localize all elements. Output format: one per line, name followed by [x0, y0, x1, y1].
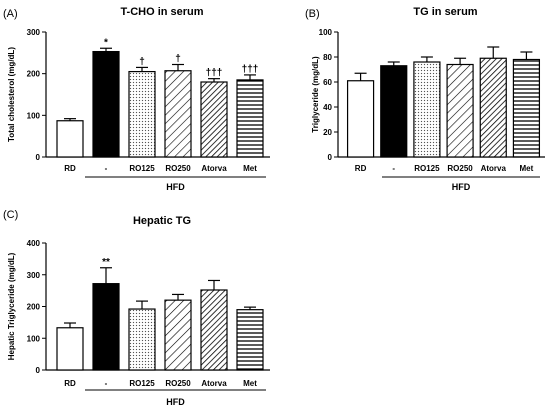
bar-0	[346, 80, 375, 158]
chart-panel-3: (C) Hepatic TG Hepatic Triglyceride (mg/dL…	[3, 209, 270, 407]
significance-mark: *	[104, 37, 108, 48]
bar-4	[200, 81, 228, 158]
x-tick-label: -	[105, 379, 108, 388]
y-axis-label: Hepatic Triglyceride (mg/dL)	[7, 252, 16, 360]
x-tick-label: Atorva	[481, 164, 507, 173]
y-tick-label: 100	[27, 111, 41, 120]
panel-label: (A)	[3, 8, 18, 20]
y-tick-label: 300	[27, 271, 41, 280]
y-tick-label: 80	[323, 53, 332, 62]
x-tick-label: Met	[520, 164, 534, 173]
significance-mark: †	[139, 56, 145, 67]
x-tick-label: RO250	[165, 164, 191, 173]
bar-1	[92, 283, 120, 371]
bar-0	[56, 327, 84, 371]
x-tick-label: -	[392, 164, 395, 173]
panel-label: (C)	[3, 209, 18, 221]
x-tick-label: Atorva	[201, 379, 227, 388]
x-tick-label: RO250	[165, 379, 191, 388]
x-tick-label: RO125	[414, 164, 440, 173]
group-label: HFD	[166, 182, 185, 192]
significance-mark: †††	[206, 68, 223, 79]
x-tick-label: RD	[64, 164, 76, 173]
y-tick-label: 400	[27, 239, 41, 248]
y-tick-label: 300	[27, 28, 41, 37]
y-tick-label: 100	[27, 334, 41, 343]
bar-1	[380, 65, 408, 158]
chart-panel-2: (B) TG in serum Triglyceride (mg/dL) 0 20 40 6…	[305, 6, 545, 192]
bar-3	[164, 299, 192, 371]
bar-5	[236, 79, 264, 158]
significance-mark: †††	[242, 64, 259, 75]
chart-panel-1: (A) T-CHO in serum Total cholesterol (mg/d…	[3, 6, 270, 192]
bar-4	[479, 57, 507, 158]
significance-mark: †	[175, 54, 181, 65]
bar-0	[56, 120, 84, 158]
x-tick-label: RO250	[447, 164, 473, 173]
y-tick-label: 60	[323, 78, 332, 87]
x-tick-label: RD	[64, 379, 76, 388]
x-tick-label: -	[105, 164, 108, 173]
bar-2	[128, 70, 156, 158]
y-tick-label: 200	[27, 70, 41, 79]
chart-title: T-CHO in serum	[120, 6, 203, 18]
group-label: HFD	[166, 397, 185, 407]
y-tick-label: 100	[319, 28, 333, 37]
group-label: HFD	[452, 182, 471, 192]
bar-2	[413, 61, 441, 158]
x-tick-label: Met	[243, 379, 257, 388]
y-tick-label: 40	[323, 103, 332, 112]
y-tick-label: 20	[323, 128, 332, 137]
bar-1	[92, 50, 120, 158]
bar-5	[236, 309, 264, 371]
significance-mark: **	[102, 257, 110, 268]
bar-3	[164, 70, 192, 158]
x-tick-label: RO125	[129, 379, 155, 388]
bar-3	[446, 63, 474, 158]
panel-label: (B)	[305, 8, 320, 20]
y-tick-label: 0	[36, 153, 41, 162]
y-tick-label: 0	[36, 366, 41, 375]
bar-4	[200, 289, 228, 371]
bar-5	[512, 58, 541, 158]
chart-title: TG in serum	[413, 6, 477, 18]
y-tick-label: 0	[328, 153, 333, 162]
x-tick-label: RD	[355, 164, 367, 173]
y-axis-label: Total cholesterol (mg/dL)	[7, 47, 16, 142]
x-tick-label: Atorva	[201, 164, 227, 173]
y-axis-label: Triglyceride (mg/dL)	[311, 56, 320, 133]
chart-title: Hepatic TG	[133, 215, 191, 227]
x-tick-label: Met	[243, 164, 257, 173]
x-tick-label: RO125	[129, 164, 155, 173]
bar-2	[128, 308, 156, 371]
y-tick-label: 200	[27, 303, 41, 312]
